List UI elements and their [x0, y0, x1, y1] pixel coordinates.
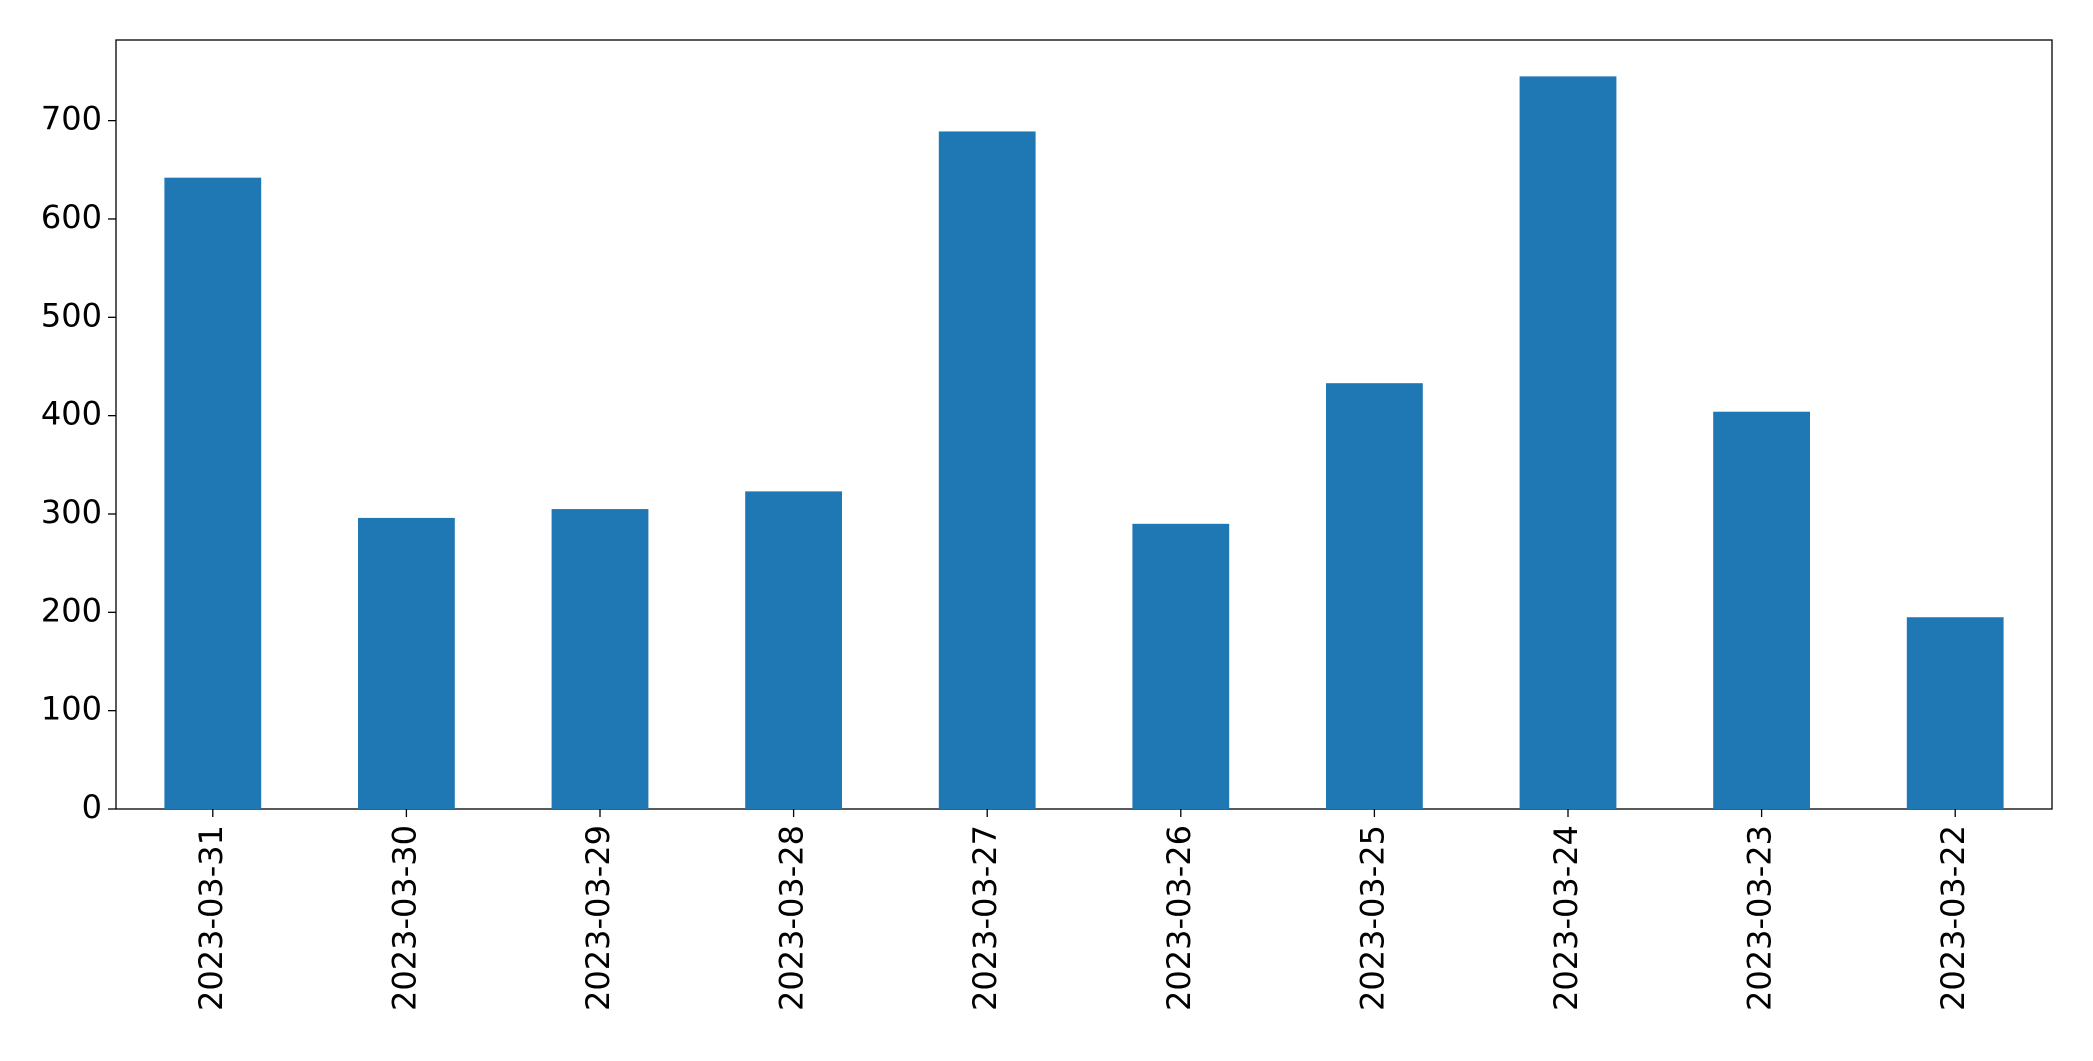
plot-frame — [115, 39, 2053, 810]
x-tick-label: 2023-03-28 — [773, 825, 811, 1011]
x-tick-label: 2023-03-31 — [192, 825, 230, 1011]
bar — [1906, 617, 2004, 809]
y-tick-label: 700 — [41, 100, 102, 138]
y-tick-label: 0 — [82, 788, 102, 826]
x-tick-label: 2023-03-29 — [579, 825, 617, 1011]
bar — [745, 491, 842, 809]
bar — [1713, 411, 1810, 809]
bar — [551, 509, 649, 809]
x-tick-label: 2023-03-25 — [1353, 825, 1391, 1011]
x-tick-label: 2023-03-26 — [1160, 825, 1198, 1011]
x-tick-label: 2023-03-24 — [1547, 825, 1585, 1011]
x-tick-label: 2023-03-30 — [385, 825, 423, 1011]
bar — [1519, 76, 1617, 810]
y-tick-label: 400 — [41, 395, 102, 433]
y-tick-label: 600 — [41, 198, 102, 236]
y-tick-label: 100 — [41, 690, 102, 728]
bar — [1132, 523, 1230, 809]
bar — [938, 131, 1036, 809]
x-tick-label: 2023-03-22 — [1934, 825, 1972, 1011]
x-tick-label: 2023-03-27 — [966, 825, 1004, 1011]
x-tick-label: 2023-03-23 — [1741, 825, 1779, 1011]
y-tick-label: 300 — [41, 493, 102, 531]
y-tick-label: 500 — [41, 296, 102, 334]
y-tick-label: 200 — [41, 591, 102, 629]
bar — [164, 177, 262, 810]
bar — [358, 517, 455, 809]
bar — [1326, 383, 1423, 809]
